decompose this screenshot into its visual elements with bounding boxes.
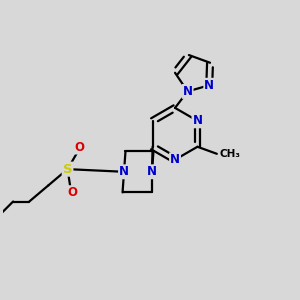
Text: N: N — [204, 79, 214, 92]
Text: CH₃: CH₃ — [219, 149, 240, 159]
Text: O: O — [67, 186, 77, 199]
Text: O: O — [74, 141, 84, 154]
Text: N: N — [183, 85, 193, 98]
Text: N: N — [170, 153, 180, 166]
Text: N: N — [147, 165, 157, 178]
Text: S: S — [63, 163, 72, 176]
Text: N: N — [119, 165, 129, 178]
Text: N: N — [193, 114, 202, 127]
